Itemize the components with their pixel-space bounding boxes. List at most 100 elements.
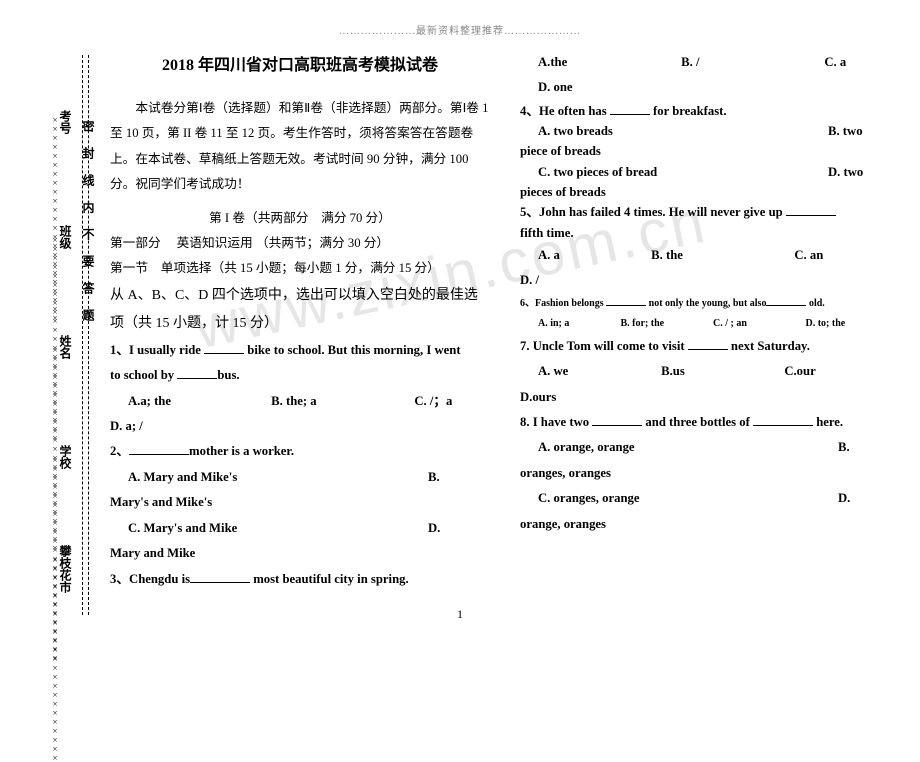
- q2-row-cd: C. Mary's and MikeD.: [110, 516, 490, 541]
- opt-d: D. two: [828, 162, 863, 182]
- q1-text-b: bike to school. But this morning, I went: [244, 343, 460, 357]
- opt-c: C. Mary's and Mike: [128, 516, 428, 541]
- q4-row-ab: A. two breadsB. two: [520, 121, 900, 141]
- blank: [766, 297, 806, 306]
- page-title: 2018 年四川省对口高职班高考模拟试卷: [110, 50, 490, 82]
- header-dotted-line: …………………最新资料整理推荐…………………: [0, 22, 920, 37]
- q1-opt-d: D. a; /: [110, 414, 490, 439]
- q4-text-a: 4、He often has: [520, 104, 610, 118]
- blank: [592, 415, 642, 426]
- section-1-heading: 第 I 卷（共两部分 满分 70 分）: [110, 206, 490, 231]
- blank: [190, 571, 250, 582]
- opt-b: B. /: [681, 50, 821, 75]
- binding-strip: ××××××××××××××××××××××× 攀枝花市 ×××××××××××…: [48, 55, 76, 615]
- q4-row-cd: C. two pieces of breadD. two: [520, 162, 900, 182]
- opt-a: A.the: [538, 50, 678, 75]
- q8-row-cd: C. oranges, orangeD.: [520, 486, 900, 511]
- instruction-a: 从 A、B、C、D 四个选项中，选出可以填入空白处的最佳选: [110, 282, 490, 310]
- question-1-cont: to school by bus.: [110, 363, 490, 388]
- question-5-cont: fifth time.: [520, 223, 900, 243]
- opt-c: C. / ; an: [713, 314, 803, 334]
- opt-a: A. a: [538, 243, 648, 268]
- q6-text-a: 6、Fashion belongs: [520, 298, 606, 309]
- question-8: 8. I have two and three bottles of here.: [520, 410, 900, 435]
- opt-b: B. the: [651, 243, 791, 268]
- opt-b: B.: [428, 465, 440, 490]
- q6-text-c: old.: [806, 298, 824, 309]
- question-6: 6、Fashion belongs not only the young, bu…: [520, 294, 900, 314]
- opt-c: C.our: [784, 359, 815, 384]
- q6-options: A. in; a B. for; the C. / ; an D. to; th…: [520, 314, 900, 334]
- q3-text-b: most beautiful city in spring.: [250, 572, 409, 586]
- opt-c: C. an: [794, 243, 823, 268]
- question-4: 4、He often has for breakfast.: [520, 101, 900, 121]
- opt-d: D.: [838, 486, 850, 511]
- blank: [786, 205, 836, 216]
- q8-b-tail: oranges, oranges: [520, 461, 900, 486]
- q5-opt-d: D. /: [520, 268, 900, 293]
- blank: [606, 297, 646, 306]
- blank: [129, 444, 189, 455]
- q1-text-a: 1、I usually ride: [110, 343, 204, 357]
- opt-d: D. to; the: [806, 314, 846, 334]
- opt-a: A.a; the: [128, 389, 268, 414]
- label-school: 学校: [60, 445, 74, 469]
- blank: [688, 338, 728, 349]
- q8-text-b: and three bottles of: [642, 415, 753, 429]
- blank: [753, 415, 813, 426]
- opt-a: A. orange, orange: [538, 435, 838, 460]
- section-node-heading: 第一节 单项选择（共 15 小题；每小题 1 分，满分 15 分）: [110, 256, 490, 281]
- q8-d-tail: orange, oranges: [520, 512, 900, 537]
- q1-text-c: to school by: [110, 368, 177, 382]
- opt-b: B.: [838, 435, 850, 460]
- question-5: 5、John has failed 4 times. He will never…: [520, 202, 900, 222]
- opt-c: C. oranges, orange: [538, 486, 838, 511]
- q2-row-ab: A. Mary and Mike'sB.: [110, 465, 490, 490]
- q6-text-b: not only the young, but also: [646, 298, 766, 309]
- q3-options: A.the B. / C. a: [520, 50, 900, 75]
- q3-opt-d: D. one: [520, 75, 900, 100]
- label-city: 攀枝花市: [60, 545, 74, 593]
- blank: [610, 103, 650, 114]
- question-7: 7. Uncle Tom will come to visit next Sat…: [520, 334, 900, 359]
- q1-options: A.a; the B. the; a C. /；a: [110, 389, 490, 414]
- label-id: 考号: [60, 110, 74, 134]
- q7-opt-d: D.ours: [520, 385, 900, 410]
- opt-b: B. the; a: [271, 389, 411, 414]
- q8-row-ab: A. orange, orangeB.: [520, 435, 900, 460]
- q5-text-a: 5、John has failed 4 times. He will never…: [520, 205, 786, 219]
- blank: [204, 342, 244, 353]
- q2-text-a: 2、: [110, 444, 129, 458]
- q7-text-a: 7. Uncle Tom will come to visit: [520, 339, 688, 353]
- opt-b: B.us: [661, 359, 781, 384]
- opt-c: C. a: [824, 50, 846, 75]
- opt-a: A. two breads: [538, 121, 828, 141]
- q2-text-b: mother is a worker.: [189, 444, 294, 458]
- q1-text-d: bus.: [217, 368, 239, 382]
- label-class: 班级: [60, 225, 74, 249]
- question-2: 2、 mother is a worker.: [110, 439, 490, 464]
- question-3: 3、Chengdu is most beautiful city in spri…: [110, 567, 490, 592]
- q4-d-tail: pieces of breads: [520, 182, 900, 202]
- question-1: 1、I usually ride bike to school. But thi…: [110, 338, 490, 363]
- label-name: 姓名: [60, 335, 74, 359]
- q7-options: A. we B.us C.our: [520, 359, 900, 384]
- page-number: 1: [0, 607, 920, 622]
- opt-d: D.: [428, 516, 440, 541]
- opt-a: A. Mary and Mike's: [128, 465, 428, 490]
- q8-text-a: 8. I have two: [520, 415, 592, 429]
- q4-text-b: for breakfast.: [650, 104, 727, 118]
- q2-b-tail: Mary's and Mike's: [110, 490, 490, 515]
- blank: [177, 368, 217, 379]
- part-1-heading: 第一部分 英语知识运用 （共两节；满分 30 分）: [110, 231, 490, 256]
- opt-b: B. for; the: [621, 314, 711, 334]
- opt-a: A. we: [538, 359, 658, 384]
- q8-text-c: here.: [813, 415, 843, 429]
- q2-d-tail: Mary and Mike: [110, 541, 490, 566]
- q3-text-a: 3、Chengdu is: [110, 572, 190, 586]
- intro-paragraph: 本试卷分第Ⅰ卷（选择题）和第Ⅱ卷（非选择题）两部分。第Ⅰ卷 1 至 10 页，第…: [110, 96, 490, 198]
- instruction-b: 项（共 15 小题，计 15 分）: [110, 310, 490, 338]
- opt-a: A. in; a: [538, 314, 618, 334]
- q5-options: A. a B. the C. an: [520, 243, 900, 268]
- main-content: 2018 年四川省对口高职班高考模拟试卷 本试卷分第Ⅰ卷（选择题）和第Ⅱ卷（非选…: [110, 50, 900, 610]
